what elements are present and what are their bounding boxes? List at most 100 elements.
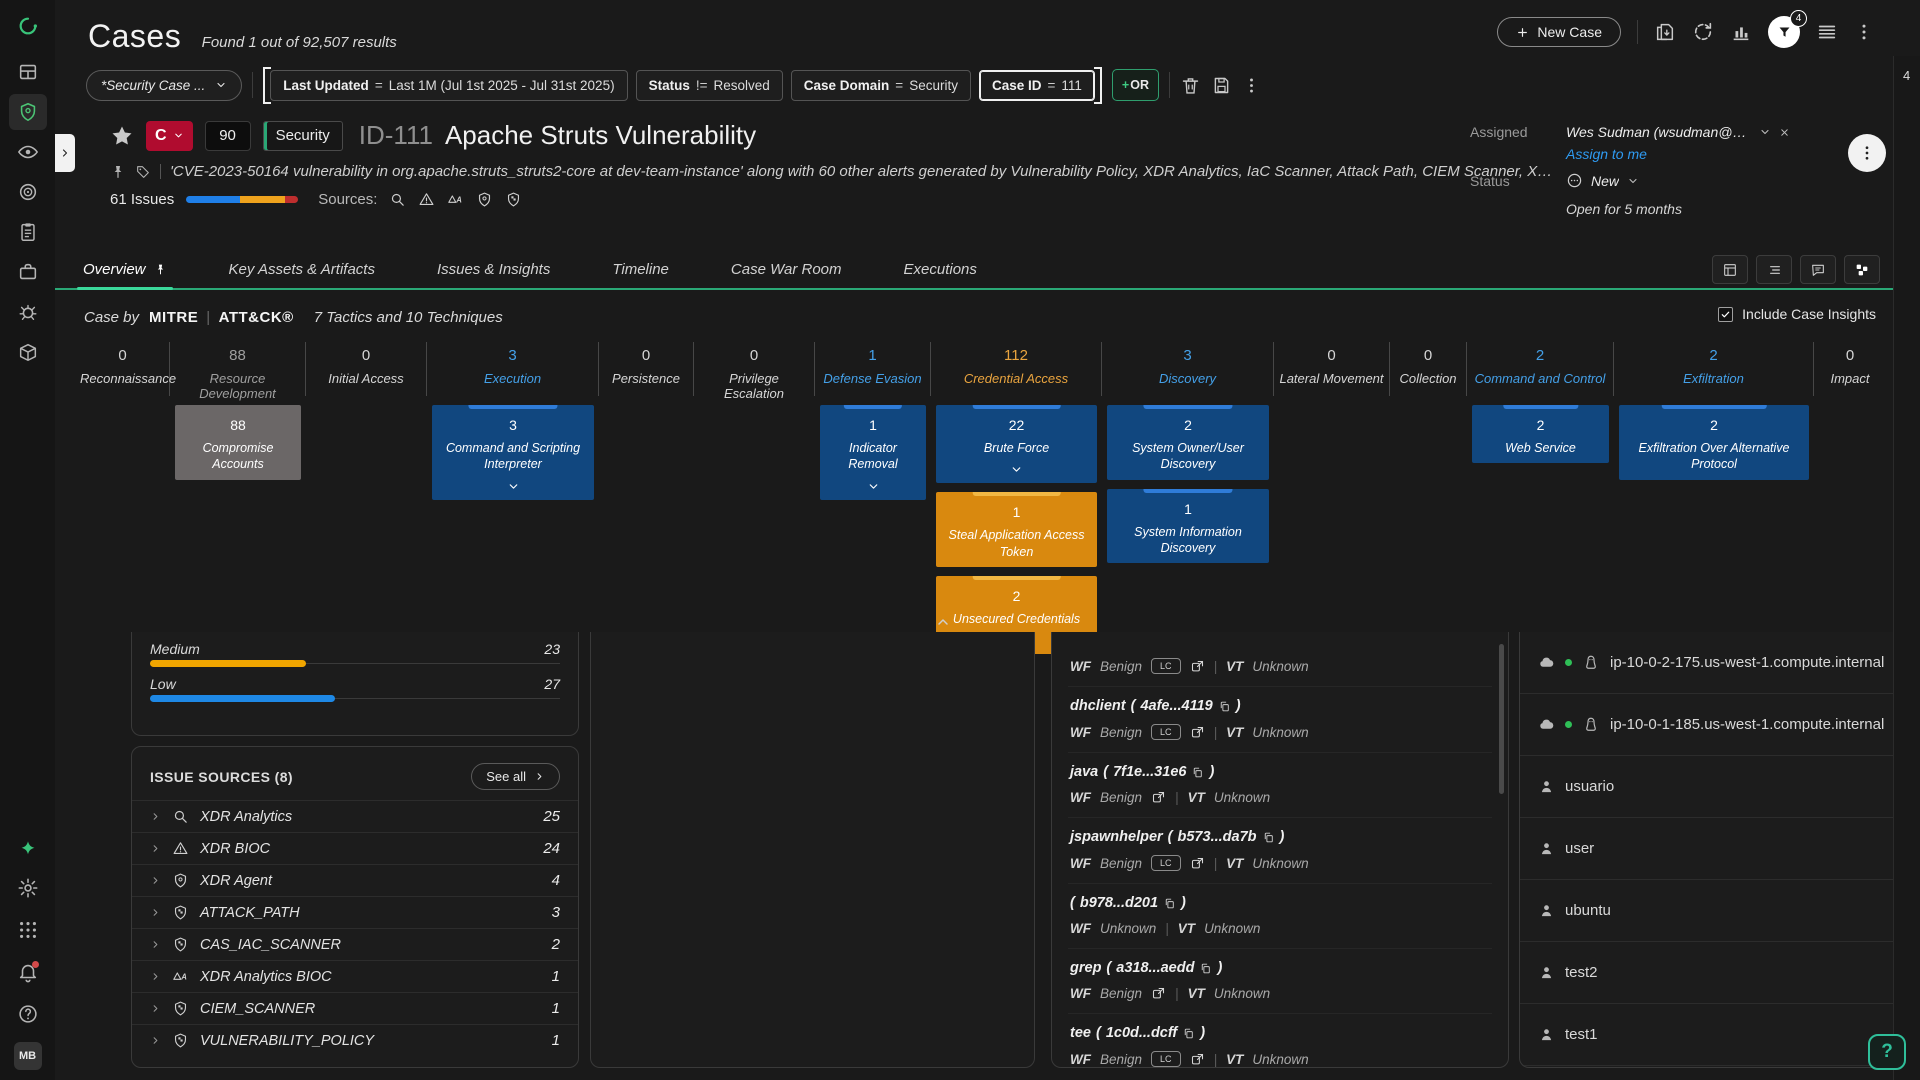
more-options-button[interactable] xyxy=(1854,22,1874,42)
chevron-down-icon[interactable] xyxy=(436,480,590,493)
sidebar-item-app-switcher[interactable] xyxy=(9,912,47,948)
sidebar-item-cortex-logo[interactable] xyxy=(9,8,47,44)
filter-pill-case-id[interactable]: Case ID = 111 xyxy=(978,69,1095,101)
warning-triangle-icon[interactable] xyxy=(418,191,435,208)
copy-icon[interactable] xyxy=(1199,962,1212,975)
open-external-icon[interactable] xyxy=(1190,1052,1205,1067)
open-external-icon[interactable] xyxy=(1190,856,1205,871)
severity-badge[interactable]: C xyxy=(146,120,193,151)
technique-card-steal-application-access-token[interactable]: 1 Steal Application Access Token xyxy=(936,492,1097,567)
chart-view-button[interactable] xyxy=(1730,21,1752,43)
issue-source-xdr-agent[interactable]: XDR Agent 4 xyxy=(132,864,578,896)
graph-view-button[interactable] xyxy=(1844,255,1880,284)
delete-filter-button[interactable] xyxy=(1180,75,1201,96)
host-row-ip-10-0-2-175-us-west-1-compute-internal[interactable]: ip-10-0-2-175.us-west-1.compute.internal xyxy=(1520,632,1920,694)
help-button[interactable]: ? xyxy=(1868,1034,1906,1070)
status-dropdown-chevron[interactable] xyxy=(1627,175,1639,187)
chevron-right-icon[interactable] xyxy=(150,811,161,822)
tactic-header[interactable]: 0 Initial Access xyxy=(306,342,427,396)
saved-filter-pill[interactable]: *Security Case ... xyxy=(86,69,243,101)
user-row-usuario[interactable]: usuario xyxy=(1520,756,1920,818)
collapse-mitre-button[interactable] xyxy=(935,614,951,630)
tactic-header[interactable]: 2 Exfiltration xyxy=(1614,342,1814,396)
chevron-right-icon[interactable] xyxy=(150,907,161,918)
technique-card-exfiltration-over-alternative-protocol[interactable]: 2 Exfiltration Over Alternative Protocol xyxy=(1619,405,1809,480)
process-row-grep[interactable]: grep (a318...aedd ) WF Benign | VT Unkno… xyxy=(1068,949,1492,1014)
comments-button[interactable] xyxy=(1800,255,1836,284)
checkbox[interactable] xyxy=(1718,306,1734,322)
technique-card-brute-force[interactable]: 22 Brute Force xyxy=(936,405,1097,484)
tactic-header[interactable]: 0 Lateral Movement xyxy=(1274,342,1390,396)
chevron-right-icon[interactable] xyxy=(150,971,161,982)
tab-overview[interactable]: Overview xyxy=(77,253,173,290)
filter-pill-case-domain[interactable]: Case Domain = Security xyxy=(790,69,971,101)
sidebar-item-brand[interactable] xyxy=(9,828,47,864)
issue-source-vulnerability-policy[interactable]: VULNERABILITY_POLICY 1 xyxy=(132,1024,578,1056)
shield-icon[interactable] xyxy=(476,191,493,208)
technique-card-indicator-removal[interactable]: 1 Indicator Removal xyxy=(820,405,926,500)
sidebar-item-dashboards[interactable] xyxy=(9,54,47,90)
host-row-ip-10-0-1-185-us-west-1-compute-internal[interactable]: ip-10-0-1-185.us-west-1.compute.internal xyxy=(1520,694,1920,756)
tab-case-war-room[interactable]: Case War Room xyxy=(729,253,844,288)
copy-icon[interactable] xyxy=(1262,831,1275,844)
copy-icon[interactable] xyxy=(1218,700,1231,713)
open-external-icon[interactable] xyxy=(1190,659,1205,674)
tactic-header[interactable]: 0 Persistence xyxy=(599,342,694,396)
filter-more-button[interactable] xyxy=(1242,76,1261,95)
sidebar-item-help[interactable] xyxy=(9,996,47,1032)
analytics-bioc-icon[interactable] xyxy=(447,191,464,208)
sidebar-item-user-avatar[interactable]: MB xyxy=(13,1042,42,1070)
process-row-tee[interactable]: tee (1c0d...dcff ) WF Benign LC | VT Unk… xyxy=(1068,1014,1492,1067)
chevron-right-icon[interactable] xyxy=(150,843,161,854)
technique-card-system-owner-user-discovery[interactable]: 2 System Owner/User Discovery xyxy=(1107,405,1269,480)
pushpin-icon[interactable] xyxy=(110,164,126,180)
user-row-ubuntu[interactable]: ubuntu xyxy=(1520,880,1920,942)
process-row-dhclient[interactable]: dhclient (4afe...4119 ) WF Benign LC | V… xyxy=(1068,687,1492,753)
tactic-header[interactable]: 0 Impact xyxy=(1814,342,1886,396)
process-row[interactable]: (b978...d201 ) WF Unknown | VT Unknown xyxy=(1068,884,1492,949)
assignee-value[interactable]: Wes Sudman (wsudman@pa... xyxy=(1566,124,1751,140)
search-icon[interactable] xyxy=(389,191,406,208)
tactic-header[interactable]: 1 Defense Evasion xyxy=(815,342,931,396)
new-case-button[interactable]: New Case xyxy=(1497,17,1621,47)
or-button[interactable]: + OR xyxy=(1111,69,1159,101)
export-button[interactable] xyxy=(1654,21,1676,43)
assignee-dropdown-chevron[interactable] xyxy=(1759,126,1771,138)
tactic-header[interactable]: 0 Privilege Escalation xyxy=(694,342,815,401)
tactic-header[interactable]: 3 Discovery xyxy=(1102,342,1274,396)
sidebar-item-settings[interactable] xyxy=(9,870,47,906)
tab-executions[interactable]: Executions xyxy=(902,253,979,288)
see-all-button[interactable]: See all xyxy=(471,763,560,790)
process-row-jspawnhelper[interactable]: jspawnhelper (b573...da7b ) WF Benign LC… xyxy=(1068,818,1492,884)
filter-pill-status[interactable]: Status != Resolved xyxy=(635,69,783,101)
assign-to-me-link[interactable]: Assign to me xyxy=(1566,146,1647,162)
sidebar-item-reports[interactable] xyxy=(9,214,47,250)
tactic-header[interactable]: 0 Collection xyxy=(1390,342,1467,396)
technique-card-command-and-scripting-interpreter[interactable]: 3 Command and Scripting Interpreter xyxy=(432,405,594,500)
tag-icon[interactable] xyxy=(135,164,151,180)
sidebar-item-visibility[interactable] xyxy=(9,134,47,170)
clear-assignee-icon[interactable] xyxy=(1779,127,1790,138)
issue-source-attack-path[interactable]: ATTACK_PATH 3 xyxy=(132,896,578,928)
expand-panel-handle[interactable] xyxy=(55,134,75,172)
notes-view-button[interactable] xyxy=(1756,255,1792,284)
copy-icon[interactable] xyxy=(1191,766,1204,779)
filter-pill-last-updated[interactable]: Last Updated = Last 1M (Jul 1st 2025 - Jul… xyxy=(270,69,628,101)
tab-timeline[interactable]: Timeline xyxy=(610,253,671,288)
sidebar-item-notifications[interactable] xyxy=(9,954,47,990)
sidebar-item-cases[interactable] xyxy=(8,94,47,130)
sidebar-item-inventory[interactable] xyxy=(9,334,47,370)
process-row[interactable]: WF Benign LC | VT Unknown xyxy=(1068,632,1492,687)
table-menu-button[interactable] xyxy=(1816,21,1838,43)
open-external-icon[interactable] xyxy=(1190,725,1205,740)
issue-source-cas-iac-scanner[interactable]: CAS_IAC_SCANNER 2 xyxy=(132,928,578,960)
tactic-header[interactable]: 112 Credential Access xyxy=(931,342,1102,396)
chevron-right-icon[interactable] xyxy=(150,1035,161,1046)
tactic-header[interactable]: 88 Resource Development xyxy=(170,342,306,401)
technique-card-compromise-accounts[interactable]: 88 Compromise Accounts xyxy=(175,405,301,480)
favorite-star-icon[interactable] xyxy=(110,124,134,148)
user-row-test2[interactable]: test2 xyxy=(1520,942,1920,1004)
save-filter-button[interactable] xyxy=(1211,75,1232,96)
layout-view-button[interactable] xyxy=(1712,255,1748,284)
scrollbar-thumb[interactable] xyxy=(1499,644,1504,794)
